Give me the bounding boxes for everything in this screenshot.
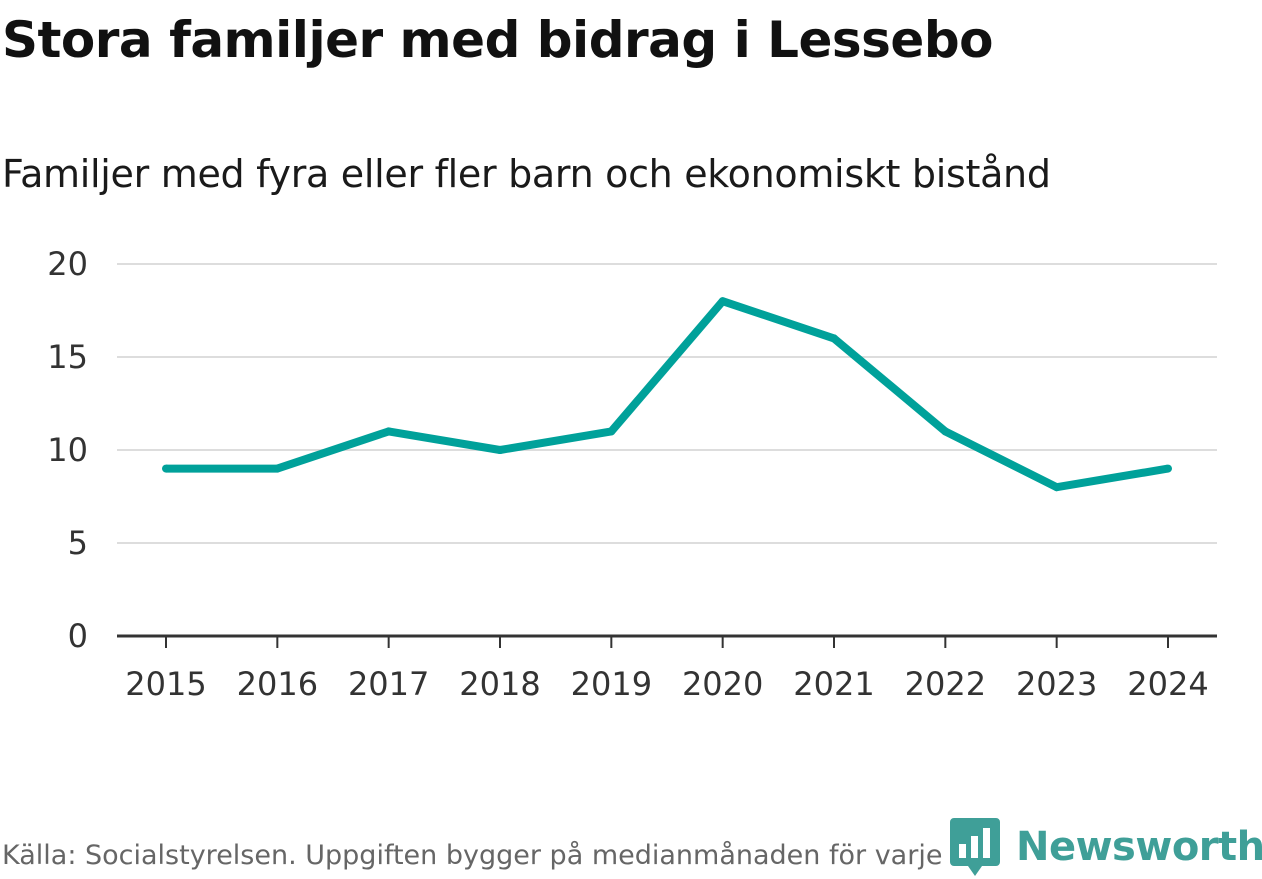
x-tick-label: 2015 [125, 665, 206, 703]
data-point [1052, 483, 1061, 492]
y-axis-ticks: 0 5 10 15 20 [47, 245, 88, 655]
x-tick-label: 2020 [682, 665, 763, 703]
y-tick-label: 15 [47, 338, 88, 376]
brand-logo: Newsworthy [950, 818, 1262, 876]
data-point [941, 427, 950, 436]
data-point [830, 334, 838, 343]
x-axis-ticks: 2015 2016 2017 2018 2019 2020 2021 2022 2023 2024 [125, 636, 1209, 703]
data-point [496, 446, 504, 454]
gridlines [117, 263, 1217, 544]
y-tick-label: 20 [47, 245, 88, 283]
data-point [607, 427, 616, 436]
x-tick-label: 2022 [905, 665, 986, 703]
x-tick-label: 2016 [237, 665, 318, 703]
data-point [718, 297, 727, 306]
data-point [1164, 464, 1172, 473]
chart-title: Stora familjer med bidrag i Lessebo [2, 11, 993, 69]
x-tick-label: 2021 [793, 665, 874, 703]
y-tick-label: 0 [68, 617, 88, 655]
x-tick-label: 2017 [348, 665, 429, 703]
x-tick-label: 2019 [571, 665, 652, 703]
chart-subtitle: Familjer med fyra eller fler barn och ek… [2, 152, 1051, 196]
y-tick-label: 10 [47, 431, 88, 469]
data-point [273, 464, 282, 473]
source-note: Källa: Socialstyrelsen. Uppgiften bygger… [2, 840, 979, 871]
line-chart: 0 5 10 15 20 2015 2016 2017 2018 2019 2020 2021 202… [47, 245, 1217, 703]
x-tick-label: 2024 [1127, 665, 1208, 703]
y-tick-label: 5 [68, 524, 88, 562]
brand-name: Newsworthy [1016, 824, 1262, 870]
x-tick-label: 2018 [459, 665, 540, 703]
data-point [384, 427, 393, 436]
series-line [166, 297, 1169, 492]
x-tick-label: 2023 [1016, 665, 1097, 703]
series [162, 297, 1172, 492]
newsworthy-logo-icon [950, 818, 1000, 876]
data-point [162, 464, 170, 473]
